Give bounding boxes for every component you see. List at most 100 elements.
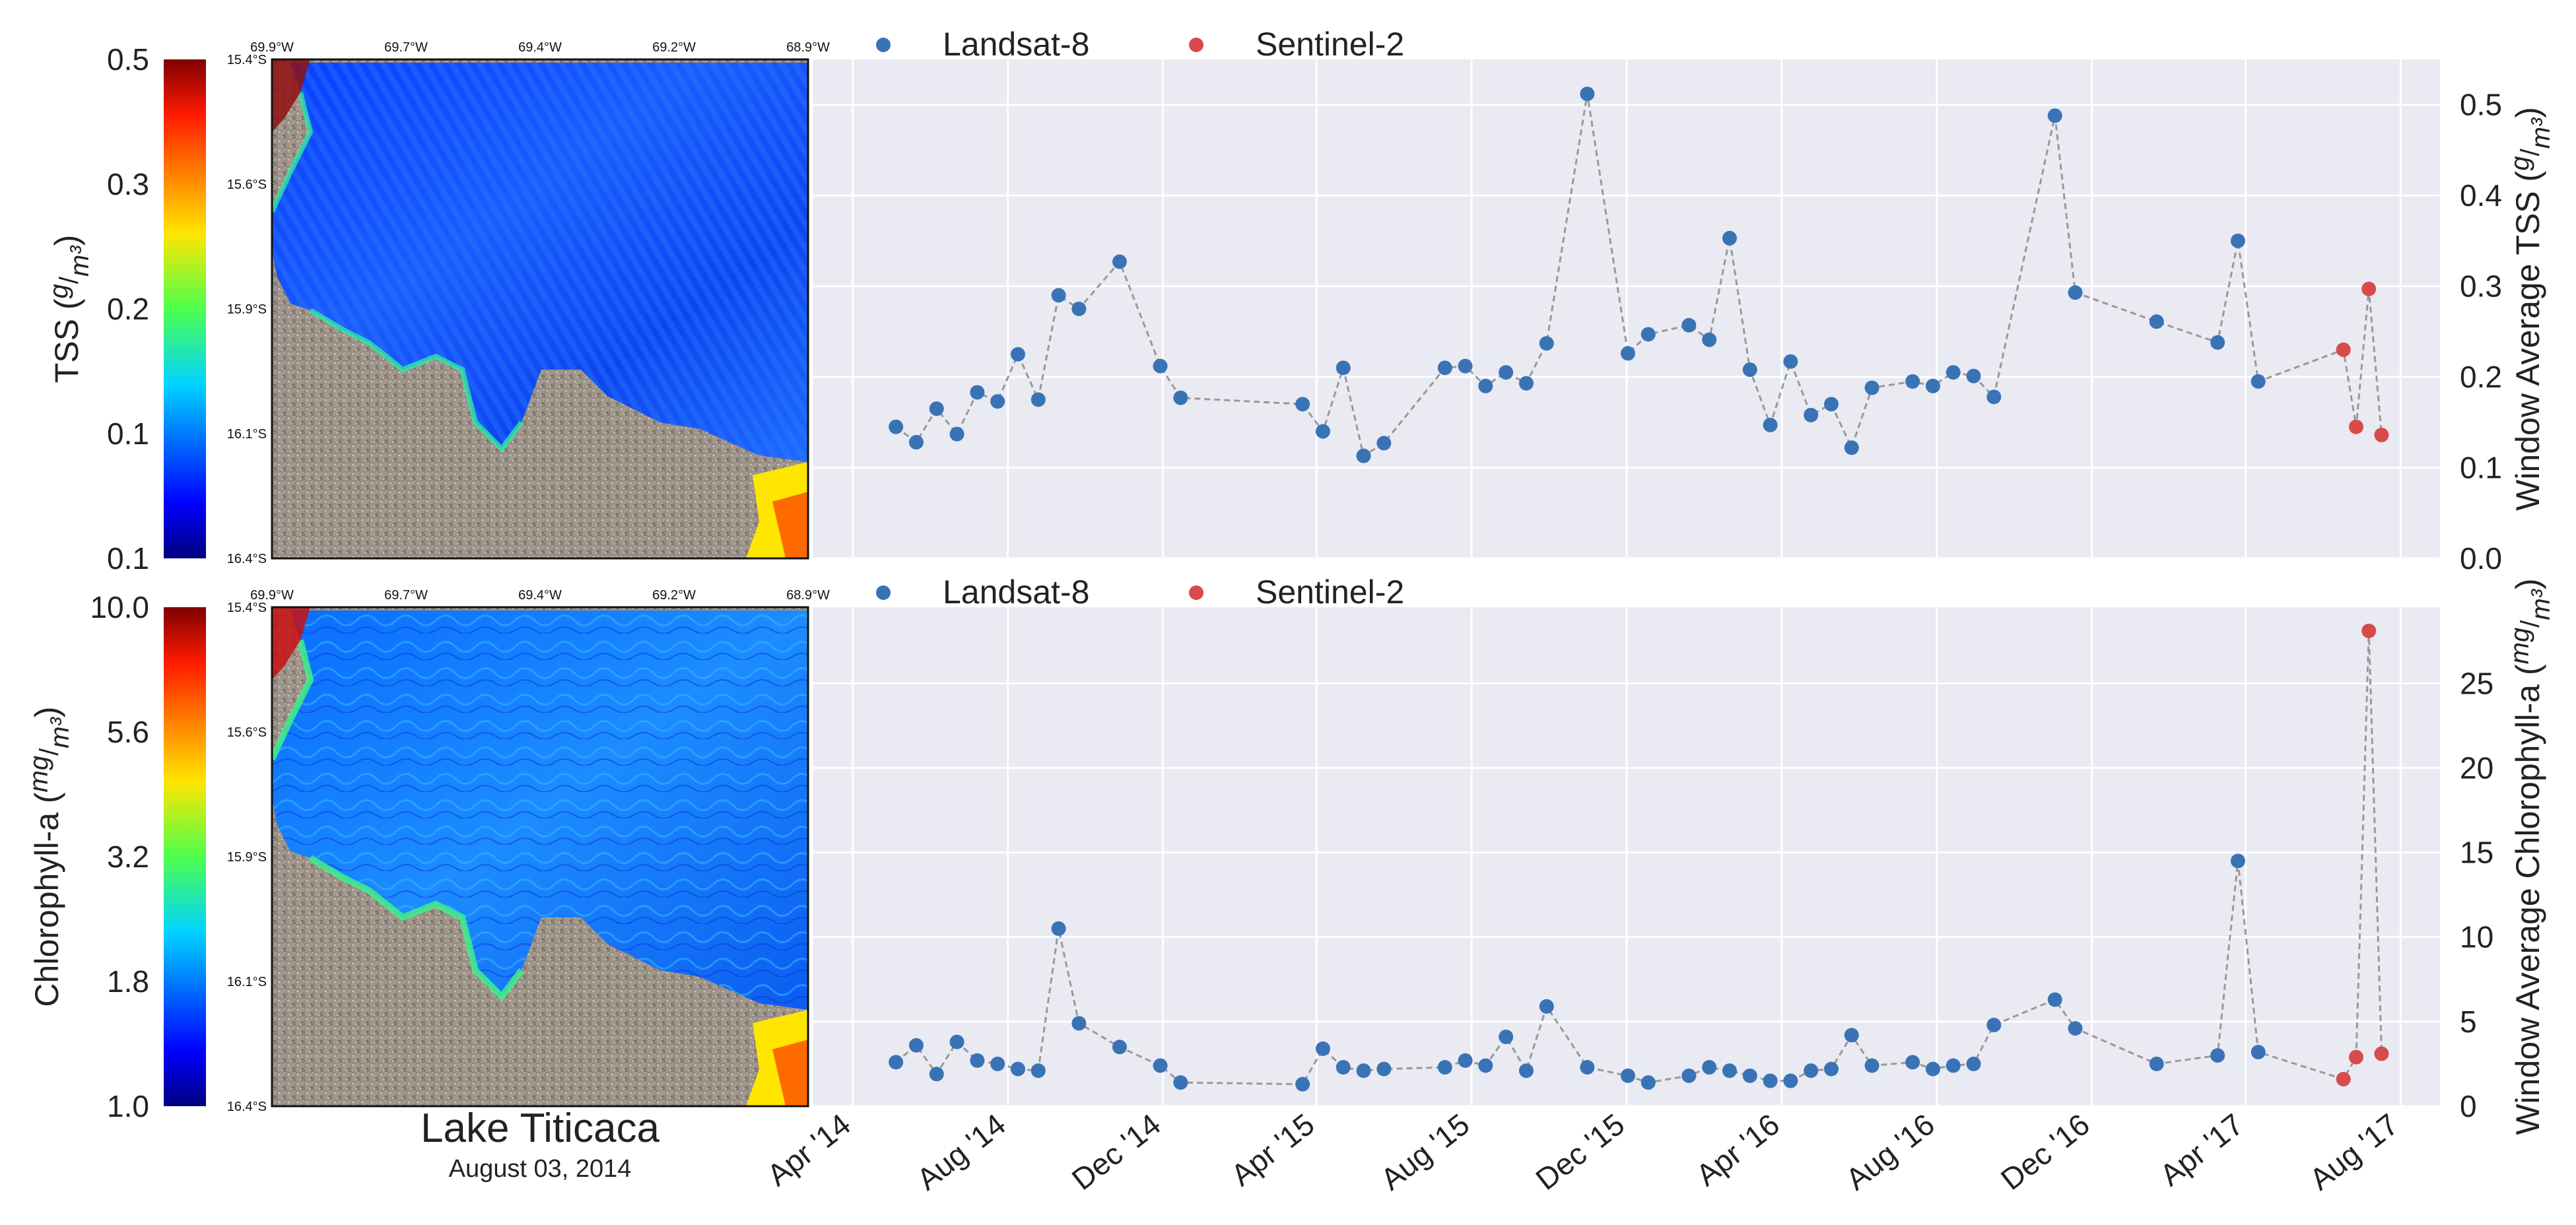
landsat-point (1153, 358, 1168, 374)
sentinel-point (2348, 1049, 2363, 1065)
landsat-point (1783, 1073, 1798, 1088)
legend-label: Sentinel-2 (1256, 574, 1404, 611)
x-tick-label: Aug '17 (2303, 1107, 2405, 1197)
landsat-point (1295, 397, 1310, 412)
landsat-point (1681, 317, 1697, 333)
longitude-label: 69.7°W (384, 588, 428, 603)
landsat-point (1844, 440, 1859, 455)
landsat-point (1437, 360, 1452, 376)
tss-shoreline (272, 92, 524, 453)
y-tick-label: 5 (2460, 1005, 2477, 1039)
landsat-point (2210, 1048, 2225, 1063)
y-tick-label: 0.2 (2460, 360, 2502, 394)
sentinel-point (2336, 1071, 2351, 1086)
landsat-point (1986, 389, 2002, 405)
y-tick-label: 15 (2460, 836, 2493, 870)
landsat-point (2251, 374, 2266, 389)
legend-marker (876, 38, 891, 52)
site-date: August 03, 2014 (449, 1155, 632, 1183)
landsat-point (929, 1067, 944, 1082)
y-tick-label: 0.1 (2460, 451, 2502, 485)
latitude-label: 16.1°S (227, 427, 267, 442)
sentinel-point (2348, 419, 2363, 434)
latitude-label: 15.9°S (227, 850, 267, 865)
landsat-point (1376, 1061, 1392, 1076)
landsat-point (889, 419, 904, 434)
chl-ylabel: Window Average Chlorophyll-a (mg/m³) (2505, 578, 2556, 1135)
landsat-point (1518, 1063, 1534, 1078)
chl-gridlines (813, 607, 2440, 1108)
legend-marker (876, 585, 891, 600)
landsat-point (1804, 1063, 1819, 1078)
chl-colorbar-label: Chlorophyll-a (mg/m³) (24, 706, 75, 1007)
longitude-label: 68.9°W (786, 588, 830, 603)
x-tick-label: Apr '16 (1689, 1107, 1786, 1193)
longitude-label: 69.2°W (652, 40, 696, 55)
latitude-label: 15.6°S (227, 178, 267, 192)
y-tick-label: 0.5 (2460, 88, 2502, 122)
colorbar-tick-label: 10.0 (90, 590, 149, 624)
landsat-point (2149, 314, 2164, 329)
landsat-point (1580, 1060, 1595, 1075)
colorbar-tick-label: 0.1 (107, 416, 149, 451)
x-tick-label: Dec '16 (1994, 1107, 2096, 1197)
connector-line (895, 93, 2383, 458)
landsat-point (1315, 424, 1330, 439)
tss-texture (272, 63, 808, 462)
latitude-label: 15.6°S (227, 725, 267, 740)
sentinel-point (2361, 623, 2377, 638)
landsat-point (908, 435, 924, 450)
chl-y-ticks: 0 5 10 15 20 25 (2460, 666, 2493, 1123)
landsat-point (1783, 354, 1798, 369)
landsat-point (1315, 1041, 1330, 1056)
x-axis-ticks: Apr '14 Aug '14 Dec '14 Apr '15 Aug '15 Dec '… (761, 1107, 2404, 1197)
landsat-point (2149, 1056, 2164, 1071)
y-tick-label: 0.3 (2460, 269, 2502, 304)
landsat-point (1499, 1029, 1514, 1044)
landsat-point (1112, 254, 1127, 269)
landsat-point (990, 394, 1005, 409)
latitude-label: 15.4°S (227, 53, 267, 67)
landsat-point (2047, 992, 2062, 1007)
landsat-point (949, 1034, 965, 1049)
landsat-point (1966, 1056, 1981, 1071)
legend-marker (1189, 585, 1203, 600)
landsat-point (1437, 1060, 1452, 1075)
tss-y-ticks: 0.0 0.1 0.2 0.3 0.4 0.5 (2460, 88, 2502, 576)
latitude-label: 16.1°S (227, 975, 267, 989)
x-tick-label: Aug '14 (910, 1107, 1012, 1197)
landsat-point (2068, 285, 2083, 300)
landsat-point (1051, 288, 1066, 303)
landsat-point (1742, 1068, 1757, 1083)
landsat-point (1641, 327, 1656, 342)
chl-map (272, 607, 808, 1106)
chl-map-frame (271, 606, 809, 1108)
landsat-point (2068, 1021, 2083, 1036)
chl-colorbar (164, 607, 206, 1106)
colorbar-tick-label: 1.8 (107, 964, 149, 999)
x-tick-label: Apr '15 (1225, 1107, 1321, 1193)
landsat-point (1620, 346, 1635, 361)
colorbar-tick-label: 0.2 (107, 292, 149, 326)
y-tick-label: 0.0 (2460, 541, 2502, 576)
legend-label: Landsat-8 (943, 26, 1089, 63)
landsat-point (1823, 397, 1839, 412)
chl-swirls (272, 611, 808, 1010)
landsat-point (1804, 407, 1819, 422)
landsat-point (1031, 392, 1046, 407)
shore-red (272, 59, 310, 132)
legend-label: Landsat-8 (943, 574, 1089, 611)
landsat-point (1864, 380, 1880, 395)
colorbar-tick-label: 1.0 (107, 1089, 149, 1123)
landsat-point (1539, 999, 1554, 1014)
landsat-point (1539, 336, 1554, 351)
latitude-label: 15.4°S (227, 601, 267, 615)
landsat-point (1518, 376, 1534, 391)
tss-gridlines (813, 59, 2440, 560)
landsat-point (1722, 1063, 1737, 1078)
longitude-label: 69.2°W (652, 588, 696, 603)
y-tick-label: 0 (2460, 1089, 2477, 1123)
tss-series (889, 86, 2389, 463)
landsat-point (1986, 1017, 2002, 1032)
landsat-point (1112, 1040, 1127, 1055)
